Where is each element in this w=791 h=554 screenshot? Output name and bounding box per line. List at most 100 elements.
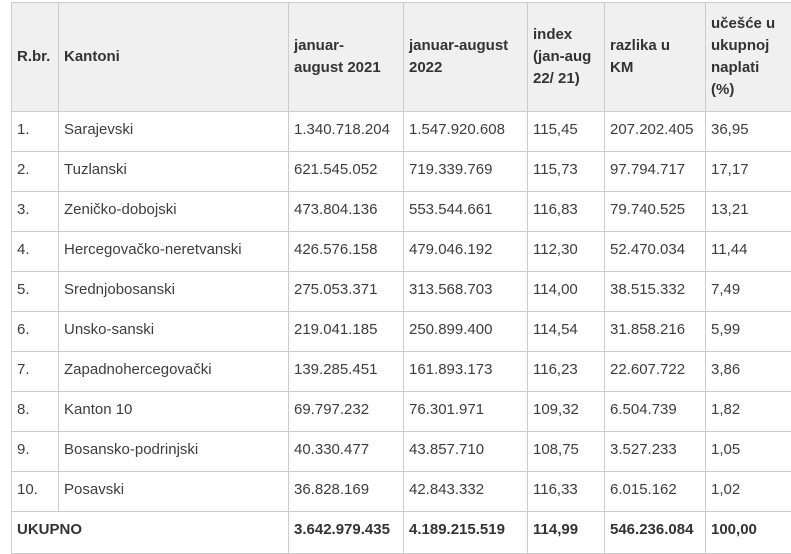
table-footer: UKUPNO 3.642.979.435 4.189.215.519 114,9… bbox=[12, 512, 791, 554]
table-header: R.br. Kantoni januar-august 2021 januar-… bbox=[12, 3, 791, 112]
value-cell: 52.470.034 bbox=[605, 232, 706, 272]
row-number-cell: 7. bbox=[12, 352, 59, 392]
header-cell-label: januar-august 2021 bbox=[294, 35, 387, 79]
value-cell: 36.828.169 bbox=[289, 472, 404, 512]
canton-name-cell: Hercegovačko-neretvanski bbox=[59, 232, 289, 272]
row-number-cell: 2. bbox=[12, 152, 59, 192]
value-cell: 108,75 bbox=[528, 432, 605, 472]
value-cell: 11,44 bbox=[706, 232, 791, 272]
value-cell: 553.544.661 bbox=[404, 192, 528, 232]
header-cell-razlika: razlika u KM bbox=[605, 3, 706, 112]
value-cell: 5,99 bbox=[706, 312, 791, 352]
canton-name-cell: Posavski bbox=[59, 472, 289, 512]
value-cell: 1.547.920.608 bbox=[404, 112, 528, 152]
canton-name-cell: Zapadnohercegovački bbox=[59, 352, 289, 392]
value-cell: 473.804.136 bbox=[289, 192, 404, 232]
value-cell: 116,33 bbox=[528, 472, 605, 512]
canton-name-cell: Bosansko-podrinjski bbox=[59, 432, 289, 472]
value-cell: 139.285.451 bbox=[289, 352, 404, 392]
value-cell: 621.545.052 bbox=[289, 152, 404, 192]
value-cell: 22.607.722 bbox=[605, 352, 706, 392]
row-number-cell: 8. bbox=[12, 392, 59, 432]
cantons-revenue-table: R.br. Kantoni januar-august 2021 januar-… bbox=[11, 2, 791, 554]
row-number-cell: 3. bbox=[12, 192, 59, 232]
header-cell-jan-aug-2021: januar-august 2021 bbox=[289, 3, 404, 112]
value-cell: 17,17 bbox=[706, 152, 791, 192]
value-cell: 219.041.185 bbox=[289, 312, 404, 352]
header-cell-label: razlika u KM bbox=[610, 35, 680, 79]
header-cell-index: index (jan-aug 22/ 21) bbox=[528, 3, 605, 112]
canton-name-cell: Srednjobosanski bbox=[59, 272, 289, 312]
total-cell-razlika: 546.236.084 bbox=[605, 512, 706, 554]
value-cell: 36,95 bbox=[706, 112, 791, 152]
value-cell: 1,02 bbox=[706, 472, 791, 512]
value-cell: 38.515.332 bbox=[605, 272, 706, 312]
value-cell: 76.301.971 bbox=[404, 392, 528, 432]
total-row: UKUPNO 3.642.979.435 4.189.215.519 114,9… bbox=[12, 512, 791, 554]
value-cell: 1,82 bbox=[706, 392, 791, 432]
value-cell: 116,23 bbox=[528, 352, 605, 392]
value-cell: 43.857.710 bbox=[404, 432, 528, 472]
canton-name-cell: Kanton 10 bbox=[59, 392, 289, 432]
value-cell: 31.858.216 bbox=[605, 312, 706, 352]
header-cell-label: učešće u ukupnoj naplati (%) bbox=[711, 13, 783, 101]
value-cell: 97.794.717 bbox=[605, 152, 706, 192]
row-number-cell: 1. bbox=[12, 112, 59, 152]
total-cell-2021: 3.642.979.435 bbox=[289, 512, 404, 554]
total-cell-ucesce: 100,00 bbox=[706, 512, 791, 554]
total-cell-index: 114,99 bbox=[528, 512, 605, 554]
value-cell: 69.797.232 bbox=[289, 392, 404, 432]
value-cell: 479.046.192 bbox=[404, 232, 528, 272]
value-cell: 7,49 bbox=[706, 272, 791, 312]
value-cell: 79.740.525 bbox=[605, 192, 706, 232]
value-cell: 6.504.739 bbox=[605, 392, 706, 432]
row-number-cell: 4. bbox=[12, 232, 59, 272]
value-cell: 109,32 bbox=[528, 392, 605, 432]
header-cell-kantoni: Kantoni bbox=[59, 3, 289, 112]
cantons-table-container: R.br. Kantoni januar-august 2021 januar-… bbox=[11, 2, 791, 554]
value-cell: 115,73 bbox=[528, 152, 605, 192]
row-number-cell: 5. bbox=[12, 272, 59, 312]
value-cell: 1.340.718.204 bbox=[289, 112, 404, 152]
header-row: R.br. Kantoni januar-august 2021 januar-… bbox=[12, 3, 791, 112]
value-cell: 426.576.158 bbox=[289, 232, 404, 272]
value-cell: 3.527.233 bbox=[605, 432, 706, 472]
value-cell: 40.330.477 bbox=[289, 432, 404, 472]
value-cell: 115,45 bbox=[528, 112, 605, 152]
value-cell: 1,05 bbox=[706, 432, 791, 472]
value-cell: 275.053.371 bbox=[289, 272, 404, 312]
value-cell: 161.893.173 bbox=[404, 352, 528, 392]
value-cell: 116,83 bbox=[528, 192, 605, 232]
canton-name-cell: Tuzlanski bbox=[59, 152, 289, 192]
header-cell-jan-aug-2022: januar-august 2022 bbox=[404, 3, 528, 112]
row-number-cell: 9. bbox=[12, 432, 59, 472]
row-number-cell: 10. bbox=[12, 472, 59, 512]
value-cell: 313.568.703 bbox=[404, 272, 528, 312]
value-cell: 3,86 bbox=[706, 352, 791, 392]
value-cell: 112,30 bbox=[528, 232, 605, 272]
value-cell: 13,21 bbox=[706, 192, 791, 232]
row-number-cell: 6. bbox=[12, 312, 59, 352]
value-cell: 42.843.332 bbox=[404, 472, 528, 512]
value-cell: 250.899.400 bbox=[404, 312, 528, 352]
canton-name-cell: Zeničko-dobojski bbox=[59, 192, 289, 232]
total-cell-2022: 4.189.215.519 bbox=[404, 512, 528, 554]
header-cell-ucesce: učešće u ukupnoj naplati (%) bbox=[706, 3, 791, 112]
total-label-cell: UKUPNO bbox=[12, 512, 289, 554]
value-cell: 719.339.769 bbox=[404, 152, 528, 192]
value-cell: 6.015.162 bbox=[605, 472, 706, 512]
value-cell: 114,00 bbox=[528, 272, 605, 312]
value-cell: 114,54 bbox=[528, 312, 605, 352]
value-cell: 207.202.405 bbox=[605, 112, 706, 152]
